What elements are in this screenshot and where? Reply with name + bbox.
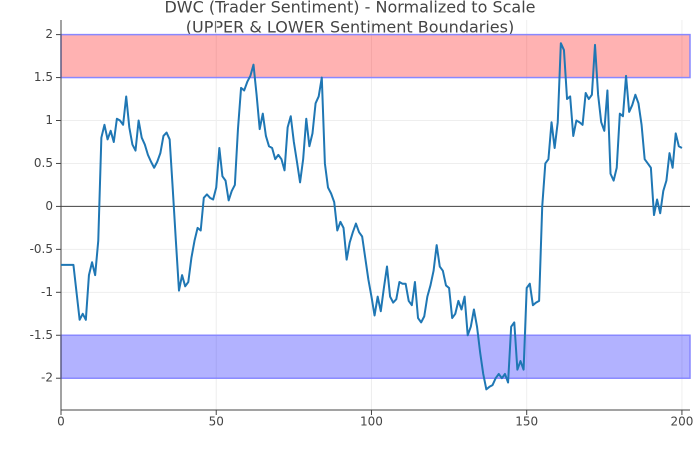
boundary-band: [60, 334, 691, 379]
boundary-band: [60, 33, 691, 79]
y-tick-label: -1.5: [30, 328, 53, 342]
x-tick-label: 200: [670, 415, 693, 429]
x-tick-label: 50: [209, 415, 224, 429]
y-tick-label: -2: [41, 371, 53, 385]
y-tick-label: 1: [45, 113, 53, 127]
y-tick-label: 0.5: [34, 156, 53, 170]
y-tick-label: -1: [41, 285, 53, 299]
y-tick-label: -0.5: [30, 242, 53, 256]
data-line: [61, 42, 683, 391]
chart-title: DWC (Trader Sentiment) - Normalized to S…: [164, 0, 535, 17]
x-tick-label: 0: [57, 415, 65, 429]
y-tick-label: 0: [45, 199, 53, 213]
x-tick-label: 150: [515, 415, 538, 429]
chart-title: (UPPER & LOWER Sentiment Boundaries): [186, 18, 514, 37]
x-tick-label: 100: [360, 415, 383, 429]
y-tick-label: 2: [45, 27, 53, 41]
y-tick-label: 1.5: [34, 70, 53, 84]
